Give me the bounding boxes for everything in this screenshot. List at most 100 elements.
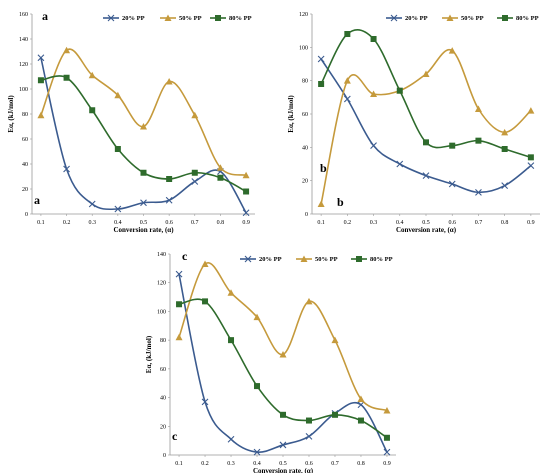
series-50-pp — [37, 46, 250, 179]
data-point — [370, 36, 377, 42]
data-point — [279, 351, 287, 358]
series-line — [40, 48, 247, 177]
x-tick-label: 0.6 — [165, 220, 173, 226]
x-tick-label: 0.9 — [527, 220, 535, 226]
data-point — [202, 298, 209, 305]
x-tick-label: 0.4 — [253, 461, 261, 467]
legend-label: 80% PP — [516, 15, 539, 22]
data-point — [422, 172, 430, 180]
data-point — [370, 142, 377, 150]
y-tick-label: 80 — [160, 338, 166, 344]
legend-label: 20% PP — [259, 256, 282, 263]
data-point — [343, 95, 351, 103]
data-point — [501, 128, 509, 136]
panel-label: a — [42, 9, 48, 23]
x-tick-label: 0.7 — [475, 220, 483, 226]
data-point — [423, 139, 429, 146]
panel-label: c — [182, 249, 188, 263]
data-point — [527, 107, 535, 114]
data-point — [191, 111, 199, 119]
data-point — [343, 77, 351, 84]
x-axis-title: Conversion rate, (α) — [253, 467, 314, 473]
y-tick-label: 60 — [302, 112, 308, 118]
x-tick-label: 0.8 — [501, 220, 509, 226]
series-line — [178, 273, 388, 454]
data-point — [383, 448, 391, 456]
x-tick-label: 0.3 — [88, 220, 96, 226]
y-tick-label: 40 — [22, 162, 28, 168]
x-tick-label: 0.4 — [396, 220, 404, 226]
data-point — [305, 417, 312, 424]
x-tick-label: 0.5 — [422, 220, 430, 226]
data-point — [165, 78, 173, 85]
x-axis-title: Conversion rate, (α) — [113, 226, 174, 234]
y-tick-label: 20 — [302, 179, 308, 185]
legend-entry: 50% PP — [296, 255, 338, 263]
data-point — [242, 171, 250, 179]
data-point — [166, 176, 173, 182]
legend-entry: 20% PP — [386, 14, 428, 22]
data-point — [140, 169, 147, 176]
data-point — [448, 180, 456, 188]
y-tick-label: 40 — [302, 145, 308, 151]
data-point — [165, 196, 173, 204]
data-point — [191, 178, 199, 185]
data-point — [243, 188, 250, 195]
data-point — [114, 205, 122, 213]
data-point — [305, 432, 313, 440]
legend-label: 50% PP — [315, 256, 338, 263]
data-point — [475, 188, 482, 196]
legend-swatch-marker — [215, 15, 221, 21]
y-tick-label: 0 — [163, 453, 166, 459]
x-tick-label: 0.6 — [448, 220, 456, 226]
data-point — [253, 448, 261, 456]
legend-entry: 80% PP — [351, 256, 393, 263]
data-point — [396, 160, 404, 168]
x-tick-label: 0.4 — [114, 220, 122, 226]
legend-swatch-marker — [300, 255, 308, 262]
legend-label: 50% PP — [179, 15, 202, 22]
data-point — [63, 165, 70, 173]
legend-swatch-marker — [244, 255, 252, 263]
legend-label: 20% PP — [122, 15, 145, 22]
data-point — [227, 289, 235, 296]
x-tick-label: 0.2 — [63, 220, 71, 226]
data-point — [474, 105, 482, 112]
legend-swatch-marker — [164, 14, 172, 21]
series-50-pp — [175, 260, 391, 414]
x-tick-label: 0.1 — [175, 461, 183, 467]
data-point — [201, 260, 209, 268]
series-80-pp — [318, 29, 534, 161]
data-point — [318, 81, 325, 87]
y-tick-label: 100 — [157, 309, 166, 315]
legend-swatch-marker — [107, 14, 115, 22]
data-point — [344, 31, 351, 37]
chart-panel-a: 0 20 40 60 80 100 120 140 160 0.1 0.2 0.3 0.4 0.5 0.6 0… — [7, 9, 255, 234]
y-axis-title: Eα, (kJ/mol) — [145, 335, 153, 373]
legend-swatch-marker — [446, 14, 454, 21]
y-tick-label: 60 — [22, 137, 28, 143]
data-point — [501, 182, 509, 190]
legend-entry: 80% PP — [210, 15, 252, 22]
data-point — [88, 200, 96, 208]
x-tick-label: 0.9 — [242, 220, 250, 226]
x-tick-label: 0.5 — [140, 220, 148, 226]
data-point — [228, 337, 235, 344]
data-point — [175, 270, 183, 278]
data-point — [201, 398, 209, 406]
legend-swatch-marker — [356, 256, 362, 262]
data-point — [317, 200, 325, 207]
x-tick-label: 0.3 — [370, 220, 378, 226]
y-tick-label: 140 — [157, 252, 166, 258]
panel-label: b — [320, 161, 327, 175]
y-tick-label: 0 — [25, 212, 28, 218]
legend-label: 80% PP — [229, 15, 252, 22]
y-tick-label: 20 — [160, 424, 166, 430]
data-point — [242, 209, 250, 217]
data-point — [331, 411, 338, 418]
data-point — [217, 174, 224, 181]
legend-entry: 80% PP — [497, 15, 539, 22]
y-axis-title: Eα, (kJ/mol) — [287, 95, 295, 133]
x-tick-label: 0.2 — [201, 461, 209, 467]
x-tick-label: 0.9 — [383, 461, 391, 467]
